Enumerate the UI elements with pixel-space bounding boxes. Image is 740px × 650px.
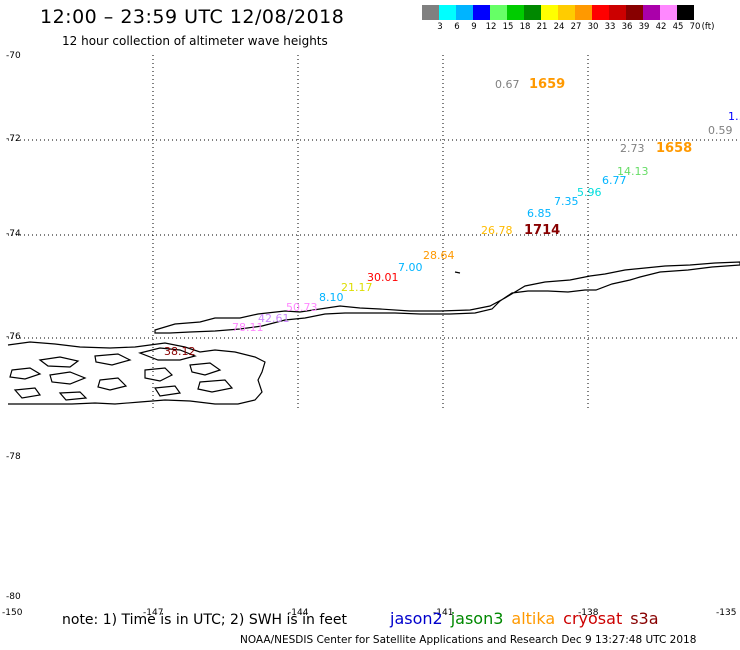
mission-jason3: jason3	[450, 609, 504, 628]
lat-label: -74	[6, 229, 21, 239]
mission-jason2: jason2	[390, 609, 443, 628]
mission-legend: jason2 jason3 altika cryosat s3a	[390, 609, 667, 628]
color-scale-swatch	[575, 5, 592, 20]
wave-height-label: 0.59	[708, 124, 733, 137]
mission-altika: altika	[511, 609, 556, 628]
color-scale-label: 12	[485, 22, 497, 32]
lon-label: -150	[2, 608, 23, 618]
lon-label: -135	[716, 608, 737, 618]
pass-time-label: 1659	[529, 77, 566, 92]
color-scale-label: 70	[689, 22, 701, 32]
lat-label: -72	[6, 134, 21, 144]
color-scale-swatch	[473, 5, 490, 20]
color-scale-label: 36	[621, 22, 633, 32]
wave-height-label: 5.96	[577, 186, 602, 199]
wave-height-label: 21.17	[341, 281, 373, 294]
wave-height-label: 8.10	[319, 291, 344, 304]
color-scale-swatch	[507, 5, 524, 20]
lon-label: -141	[433, 608, 454, 618]
lat-label: -76	[6, 332, 21, 342]
color-scale-label: 6	[454, 22, 460, 32]
color-scale-label: 9	[471, 22, 477, 32]
wave-height-label: 6.77	[602, 174, 627, 187]
pass-time-label: 1658	[656, 141, 693, 156]
lon-label: -147	[143, 608, 164, 618]
coastline	[7, 261, 740, 405]
mission-s3a: s3a	[630, 609, 659, 628]
color-scale-label: 24	[553, 22, 565, 32]
color-scale-label: 39	[638, 22, 650, 32]
credit-line: NOAA/NESDIS Center for Satellite Applica…	[240, 634, 697, 646]
color-scale-swatch	[456, 5, 473, 20]
color-scale-swatch	[592, 5, 609, 20]
color-scale-swatch	[439, 5, 456, 20]
color-scale-label: 3	[437, 22, 443, 32]
color-scale-swatch	[490, 5, 507, 20]
lat-label: -80	[6, 592, 21, 602]
wave-height-label: 7.35	[554, 195, 579, 208]
graticule	[8, 55, 740, 408]
color-scale-unit: (ft)	[701, 22, 715, 32]
footer-note: note: 1) Time is in UTC; 2) SWH is in fe…	[62, 612, 348, 628]
color-scale-swatch	[677, 5, 694, 20]
color-scale-label: 42	[655, 22, 667, 32]
wave-height-label: 1…	[728, 110, 740, 123]
wave-height-label: 6.85	[527, 207, 552, 220]
color-scale-swatch	[626, 5, 643, 20]
color-scale-swatch	[541, 5, 558, 20]
color-scale-swatch	[422, 5, 439, 20]
color-scale-swatch	[558, 5, 575, 20]
page-title: 12:00 – 23:59 UTC 12/08/2018	[40, 6, 345, 28]
color-scale-swatch	[660, 5, 677, 20]
wave-height-label: 38.12	[164, 345, 196, 358]
color-scale-label: 15	[502, 22, 514, 32]
pass-time-label: 1714	[524, 223, 561, 238]
color-scale-label: 27	[570, 22, 582, 32]
color-scale-label: 21	[536, 22, 548, 32]
lon-label: -144	[288, 608, 309, 618]
lat-label: -78	[6, 452, 21, 462]
wave-height-label: 28.64	[423, 249, 455, 262]
wave-height-label: 7.00	[398, 261, 423, 274]
color-scale-label: 30	[587, 22, 599, 32]
lon-label: -138	[578, 608, 599, 618]
wave-height-label: 14.13	[617, 165, 649, 178]
wave-height-label: 42.61	[258, 312, 290, 325]
page-subtitle: 12 hour collection of altimeter wave hei…	[62, 34, 328, 48]
color-scale-label: 45	[672, 22, 684, 32]
color-scale-label: 33	[604, 22, 616, 32]
mission-cryosat: cryosat	[563, 609, 623, 628]
wave-height-label: 78.11	[232, 321, 264, 334]
color-scale-swatch	[609, 5, 626, 20]
wave-height-label: 2.73	[620, 142, 645, 155]
color-scale-swatch	[524, 5, 541, 20]
wave-height-label: 30.01	[367, 271, 399, 284]
wave-height-label: 0.67	[495, 78, 520, 91]
color-scale-label: 18	[519, 22, 531, 32]
lat-label: -70	[6, 51, 21, 61]
wave-height-label: 50.73	[286, 301, 318, 314]
color-scale-bar	[422, 5, 694, 20]
color-scale-swatch	[643, 5, 660, 20]
wave-height-label: 26.78	[481, 224, 513, 237]
